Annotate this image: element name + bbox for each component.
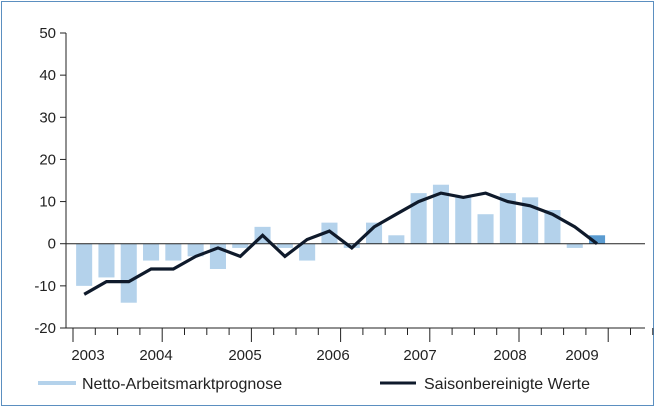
legend-label-bars: Netto-Arbeitsmarktprognose <box>82 376 282 393</box>
y-tick-label: -10 <box>34 278 56 295</box>
x-tick-label: 2004 <box>139 347 172 364</box>
y-tick-label: 20 <box>39 151 56 168</box>
legend: Netto-Arbeitsmarktprognose Saisonbereini… <box>38 376 590 393</box>
x-tick-label: 2009 <box>565 347 598 364</box>
bar-series <box>76 184 606 303</box>
y-tick-label: 50 <box>39 25 56 42</box>
bar <box>76 243 93 286</box>
bar <box>566 243 583 248</box>
bar <box>477 214 494 244</box>
y-tick-label: 40 <box>39 67 56 84</box>
x-tick-label: 2008 <box>493 347 526 364</box>
y-tick-label: 10 <box>39 194 56 211</box>
x-axis: 2003 2004 2005 2006 2007 2008 2009 <box>66 327 654 364</box>
bar <box>165 243 182 261</box>
x-tick-label: 2003 <box>71 347 104 364</box>
legend-label-line: Saisonbereinigte Werte <box>424 376 590 393</box>
bar <box>276 243 293 248</box>
trend-line <box>83 191 598 296</box>
x-tick-label: 2007 <box>403 347 436 364</box>
bar <box>544 210 561 244</box>
y-axis: -20 -10 0 10 20 30 40 50 <box>34 25 67 337</box>
bar <box>143 243 160 261</box>
y-tick-label: 30 <box>39 109 56 126</box>
x-tick-label: 2005 <box>228 347 261 364</box>
bar <box>455 197 472 244</box>
bar <box>499 193 516 244</box>
bar <box>120 243 137 303</box>
y-tick-label: 0 <box>48 236 56 253</box>
bar <box>366 222 383 244</box>
bar <box>410 193 427 244</box>
y-tick-label: -20 <box>34 320 56 337</box>
bar <box>432 184 449 244</box>
bar <box>299 243 316 261</box>
bar <box>321 222 338 244</box>
bar <box>388 235 405 244</box>
bar <box>589 235 606 244</box>
bar <box>98 243 115 278</box>
x-tick-label: 2006 <box>316 347 349 364</box>
bar <box>232 243 249 248</box>
